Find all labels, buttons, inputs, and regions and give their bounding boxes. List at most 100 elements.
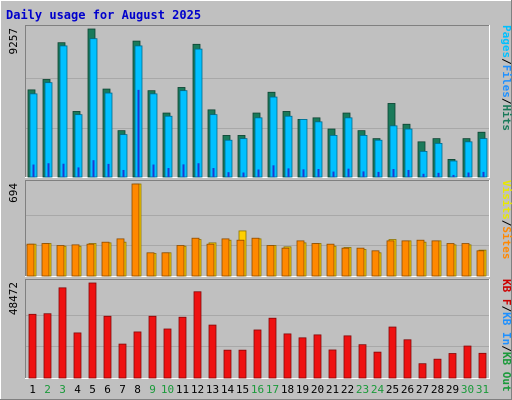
files-bar-day-21: [329, 135, 338, 178]
kb_f-bar-day-1: [28, 313, 37, 379]
pages-bar-day-4: [77, 167, 80, 177]
kb_f-bar-day-24: [373, 351, 382, 379]
sites-bar-day-25: [386, 240, 395, 277]
pages-bar-day-19: [302, 169, 305, 177]
files-bar-day-24: [374, 139, 383, 178]
files-bar-day-22: [344, 117, 353, 178]
legend-entry: KB Out: [500, 352, 512, 392]
sites-bar-day-29: [446, 243, 455, 277]
x-tick-label: 13: [206, 383, 219, 396]
kb_f-bar-day-11: [178, 316, 187, 379]
kb_f-bar-day-8: [133, 331, 142, 379]
files-bar-day-15: [239, 138, 248, 178]
kb_f-bar-day-7: [118, 343, 127, 379]
x-tick-label: 15: [236, 383, 249, 396]
files-bar-day-16: [254, 117, 263, 178]
pages-bar-day-14: [227, 172, 230, 177]
x-tick-label: 17: [266, 383, 279, 396]
x-tick-label: 18: [281, 383, 294, 396]
sites-bar-day-9: [146, 252, 155, 277]
chart-title: Daily usage for August 2025: [6, 8, 201, 22]
kb_f-bar-day-25: [388, 326, 397, 379]
x-tick-label: 26: [401, 383, 414, 396]
pages-bar-day-21: [332, 171, 335, 177]
sites-bar-day-20: [311, 243, 320, 277]
series-legend: KB F/KB In/KB Out: [500, 279, 512, 392]
x-tick-label: 4: [74, 383, 81, 396]
kb_f-bar-day-16: [253, 329, 262, 379]
files-bar-day-5: [89, 38, 98, 178]
kb_f-bar-day-13: [208, 324, 217, 379]
x-tick-label: 21: [326, 383, 339, 396]
sites-bar-day-5: [86, 243, 95, 277]
sites-bar-day-2: [41, 243, 50, 277]
y-max-label: 694: [7, 183, 20, 203]
kb_f-bar-day-26: [403, 339, 412, 379]
files-bar-day-28: [434, 143, 443, 178]
panel-1: 9257 Pages/Files/Hits: [7, 25, 512, 178]
files-bar-day-30: [464, 141, 473, 178]
x-tick-label: 24: [371, 383, 385, 396]
files-bar-day-19: [299, 119, 308, 178]
legend-entry: Sites: [500, 226, 512, 259]
sites-bar-day-3: [56, 245, 65, 277]
x-tick-label: 3: [59, 383, 66, 396]
sites-bar-day-17: [266, 245, 275, 277]
pages-bar-day-9: [152, 164, 155, 177]
x-tick-label: 29: [446, 383, 459, 396]
legend-entry: KB F: [500, 279, 512, 306]
sites-bar-day-12: [191, 237, 200, 277]
pages-bar-day-31: [482, 171, 485, 177]
sites-bar-day-1: [26, 243, 35, 277]
pages-bar-day-2: [47, 163, 50, 177]
sites-bar-day-31: [476, 250, 485, 277]
files-bar-day-9: [149, 93, 158, 178]
sites-bar-day-28: [431, 240, 440, 277]
y-max-label: 48472: [7, 282, 20, 315]
series-legend: Pages/Files/Hits: [500, 25, 512, 131]
pages-bar-day-13: [212, 168, 215, 177]
legend-separator: /: [500, 58, 512, 65]
sites-bar-day-22: [341, 247, 350, 277]
pages-bar-day-18: [287, 168, 290, 177]
kb_f-bar-day-21: [328, 349, 337, 379]
x-tick-label: 20: [311, 383, 324, 396]
sites-bar-day-18: [281, 247, 290, 277]
legend-entry: Pages: [500, 25, 512, 58]
pages-bar-day-29: [452, 174, 455, 177]
sites-bar-day-30: [461, 243, 470, 277]
kb_f-bar-day-19: [298, 337, 307, 379]
x-tick-label: 5: [89, 383, 96, 396]
x-tick-label: 7: [119, 383, 126, 396]
x-tick-label: 27: [416, 383, 429, 396]
kb_f-bar-day-4: [73, 332, 82, 379]
files-bar-day-1: [29, 93, 38, 178]
kb_f-bar-day-5: [88, 282, 97, 379]
sites-bar-day-4: [71, 244, 80, 277]
files-bar-day-20: [314, 121, 323, 178]
sites-bar-day-6: [101, 241, 110, 277]
files-bar-day-18: [284, 115, 293, 178]
x-tick-label: 9: [149, 383, 156, 396]
kb_f-bar-day-30: [463, 345, 472, 379]
kb_f-bar-day-28: [433, 358, 442, 379]
files-bar-day-29: [449, 160, 458, 178]
sites-bar-day-11: [176, 245, 185, 277]
kb_f-bar-day-2: [43, 313, 52, 379]
sites-bar-day-16: [251, 237, 260, 277]
pages-bar-day-24: [377, 171, 380, 177]
kb_f-bar-day-31: [478, 352, 487, 379]
pages-bar-day-30: [467, 172, 470, 177]
sites-bar-day-8: [131, 183, 140, 277]
kb_f-bar-day-17: [268, 317, 277, 379]
x-tick-label: 31: [476, 383, 489, 396]
series-files: [29, 38, 488, 178]
sites-bar-day-10: [161, 252, 170, 277]
files-bar-day-10: [164, 115, 173, 178]
x-tick-label: 12: [191, 383, 204, 396]
x-tick-label: 30: [461, 383, 474, 396]
series-kb_f: [28, 282, 487, 379]
sites-bar-day-24: [371, 250, 380, 277]
